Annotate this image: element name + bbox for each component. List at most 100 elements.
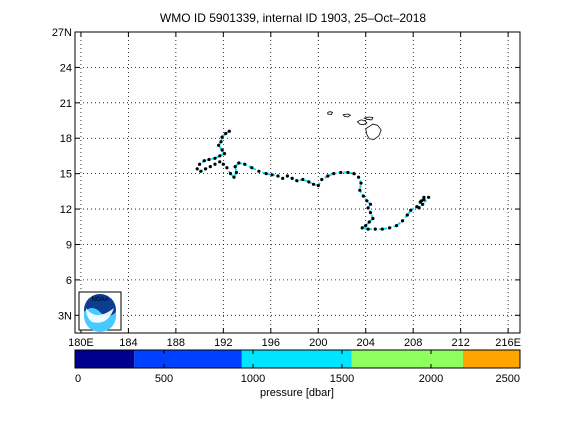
profile-point	[232, 175, 236, 179]
profile-point	[243, 162, 247, 166]
hawaii-islands	[327, 111, 382, 140]
island	[363, 116, 374, 121]
logo-bird	[86, 308, 114, 323]
profile-point	[208, 165, 212, 169]
profile-point	[400, 219, 405, 223]
profile-point	[368, 202, 373, 206]
profile-point	[257, 169, 261, 173]
profile-point	[285, 174, 289, 178]
lon-tick-label: 212	[451, 337, 469, 349]
colorbar-band	[134, 350, 242, 368]
profile-point	[250, 166, 254, 170]
profile-point	[395, 224, 399, 228]
lat-tick-label: 9	[66, 239, 72, 251]
lon-tick-label: 188	[167, 337, 185, 349]
profile-point	[352, 172, 356, 176]
profile-point	[366, 227, 370, 231]
profile-point	[222, 152, 227, 156]
profile-point	[220, 148, 224, 152]
profile-point	[326, 174, 330, 178]
profile-point	[409, 208, 413, 212]
colorbar-tick-label: 0	[75, 373, 81, 385]
profile-point	[202, 159, 206, 163]
profile-point	[339, 170, 343, 175]
profile-point	[422, 198, 426, 202]
profile-point	[307, 180, 311, 184]
colorbar-tick-label: 500	[155, 373, 173, 385]
float-trajectory-points	[195, 129, 431, 231]
lon-tick-label: 200	[309, 337, 327, 349]
profile-point	[233, 165, 237, 169]
lat-tick-label: 15	[60, 169, 72, 181]
profile-point	[218, 154, 222, 158]
profile-point	[366, 206, 370, 210]
island	[327, 111, 334, 116]
profile-point	[228, 172, 233, 176]
profile-point	[387, 226, 392, 230]
colorbar-band	[463, 350, 520, 368]
profile-point	[218, 160, 222, 164]
lat-tick-label: 18	[60, 133, 72, 145]
profile-point	[199, 169, 203, 173]
profile-point	[380, 227, 384, 231]
colorbar-tick-label: 2500	[496, 373, 520, 385]
longitude-labels: 180E 184 188 192 196 200 204 208 212 216E	[68, 337, 521, 349]
profile-point	[373, 227, 377, 231]
lat-tick-label: 24	[60, 62, 72, 74]
noaa-logo: NOAA	[78, 291, 122, 332]
lon-tick-label: 180E	[68, 337, 94, 349]
profile-point	[419, 199, 424, 203]
profile-point	[332, 172, 336, 176]
lon-tick-label: 196	[262, 337, 280, 349]
profile-point	[421, 202, 425, 206]
colorbar-band	[75, 350, 135, 368]
profile-point	[316, 183, 320, 188]
profile-point	[264, 172, 268, 176]
profile-point	[219, 140, 223, 144]
profile-point	[290, 176, 294, 180]
colorbar-bands	[75, 350, 520, 368]
profile-point	[358, 188, 362, 192]
profile-point	[234, 170, 238, 175]
profile-point	[237, 161, 241, 165]
profile-point	[368, 211, 373, 215]
island	[342, 113, 352, 118]
profile-point	[361, 194, 365, 198]
profile-point	[422, 195, 426, 199]
lon-tick-label: 208	[404, 337, 422, 349]
profile-point	[281, 176, 285, 180]
colorbar-frame	[74, 349, 521, 369]
map-frame	[74, 31, 521, 334]
profile-point	[276, 174, 280, 178]
map-area: 27N 24 21 18 15 12 9 6 3N 180E 184 188 192 196 200 204…	[52, 27, 521, 349]
profile-point	[427, 195, 431, 199]
lon-tick-label: 184	[119, 337, 137, 349]
profile-point	[359, 181, 363, 185]
lon-tick-label: 204	[357, 337, 375, 349]
profile-point	[195, 167, 199, 171]
profile-point	[417, 206, 421, 210]
profile-point	[311, 182, 316, 186]
logo-text: NOAA	[91, 297, 108, 303]
profile-point	[221, 162, 225, 166]
lat-tick-label: 6	[66, 275, 72, 287]
lat-tick-label: 21	[60, 98, 72, 110]
colorbar-label: pressure [dbar]	[260, 387, 334, 399]
profile-point	[405, 213, 409, 217]
colorbar-tick-label: 1000	[241, 373, 265, 385]
colorbar-band	[241, 350, 352, 368]
figure-title: WMO ID 5901339, internal ID 1903, 25–Oct…	[160, 11, 426, 25]
profile-point	[203, 167, 208, 171]
island	[356, 119, 368, 126]
profile-point	[365, 199, 369, 203]
lat-tick-label: 27N	[52, 27, 72, 39]
profile-point	[295, 179, 299, 183]
profile-point	[198, 162, 202, 166]
profile-point	[346, 170, 350, 175]
profile-point	[224, 131, 228, 136]
lat-tick-label: 12	[60, 204, 72, 216]
profile-point	[213, 162, 217, 166]
profile-point	[213, 156, 217, 160]
profile-point	[301, 177, 305, 182]
